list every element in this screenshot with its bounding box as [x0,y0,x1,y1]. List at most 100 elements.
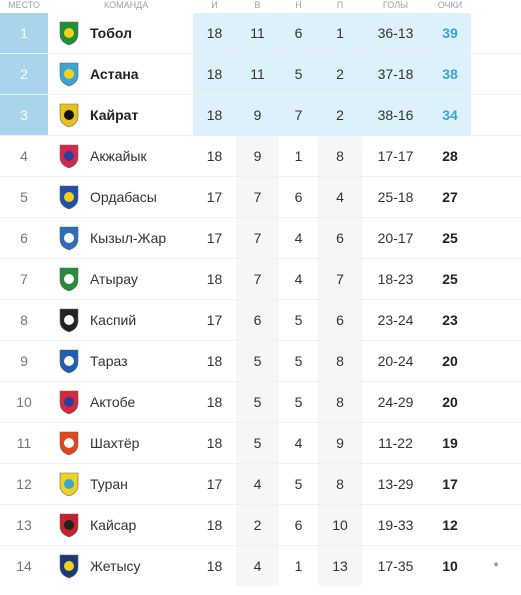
goals-cell: 36-13 [362,13,429,54]
played-cell: 18 [193,53,236,95]
goals-cell: 25-18 [362,176,429,218]
points-cell: 39 [429,13,471,54]
team-cell[interactable]: Тобол [90,13,193,54]
logo-cell [48,13,90,54]
table-row[interactable]: 6 Кызыл-Жар 17 7 4 6 20-17 25 [0,217,521,259]
goals-cell: 11-22 [362,422,429,464]
note-mark [471,94,521,136]
lost-cell: 6 [318,217,362,259]
logo-cell [48,135,90,177]
table-row[interactable]: 5 Ордабасы 17 7 6 4 25-18 27 [0,176,521,218]
table-row[interactable]: 12 Туран 17 4 5 8 13-29 17 [0,463,521,505]
goals-cell: 38-16 [362,94,429,136]
place-cell: 10 [0,381,48,423]
points-cell: 23 [429,299,471,341]
played-cell: 18 [193,258,236,300]
played-cell: 18 [193,135,236,177]
team-cell[interactable]: Каспий [90,299,193,341]
header-extra [471,0,521,13]
team-cell[interactable]: Астана [90,53,193,95]
team-name[interactable]: Ордабасы [90,189,157,205]
team-name[interactable]: Тобол [90,25,132,41]
goals-cell: 20-24 [362,340,429,382]
drawn-cell: 4 [279,217,318,259]
team-cell[interactable]: Кайсар [90,504,193,546]
team-name[interactable]: Актобе [90,394,136,410]
team-name[interactable]: Кайсар [90,517,137,533]
points-cell: 27 [429,176,471,218]
team-cell[interactable]: Кайрат [90,94,193,136]
team-name[interactable]: Кызыл-Жар [90,230,167,246]
lost-cell: 6 [318,299,362,341]
drawn-cell: 6 [279,504,318,546]
table-row[interactable]: 1 Тобол 18 11 6 1 36-13 39 [0,13,521,54]
tobol-logo-icon [59,21,79,46]
table-row[interactable]: 7 Атырау 18 7 4 7 18-23 25 [0,258,521,300]
lost-cell: 10 [318,504,362,546]
goals-cell: 17-35 [377,558,414,574]
team-name[interactable]: Каспий [90,312,137,328]
table-row[interactable]: 8 Каспий 17 6 5 6 23-24 23 [0,299,521,341]
team-name[interactable]: Астана [90,66,139,82]
played-cell: 17 [193,299,236,341]
goals-cell: 24-29 [362,381,429,423]
played-cell: 18 [193,504,236,546]
team-cell[interactable]: Кызыл-Жар [90,217,193,259]
played-cell: 18 [193,94,236,136]
table-row[interactable]: 13 Кайсар 18 2 6 10 19-33 12 [0,504,521,546]
logo-cell [48,53,90,95]
table-row[interactable]: 14 Жетысу 18 4 1 13 17-35 10 * [0,545,521,587]
team-name[interactable]: Атырау [90,271,138,287]
played-cell: 18 [193,13,236,54]
team-cell[interactable]: Туран [90,463,193,505]
table-row[interactable]: 3 Кайрат 18 9 7 2 38-16 34 [0,94,521,136]
drawn-cell: 4 [279,258,318,300]
goals-cell: 37-18 [362,53,429,95]
table-row[interactable]: 11 Шахтёр 18 5 4 9 11-22 19 [0,422,521,464]
logo-cell [48,546,90,587]
lost-cell: 8 [318,135,362,177]
team-cell[interactable]: Жетысу [90,546,193,587]
drawn-cell: 1 [279,135,318,177]
played-cell: 18 [193,381,236,423]
team-cell[interactable]: Тараз [90,340,193,382]
team-cell[interactable]: Атырау [90,258,193,300]
astana-logo-icon [59,62,79,87]
team-cell[interactable]: Акжайык [90,135,193,177]
table-row[interactable]: 2 Астана 18 11 5 2 37-18 38 [0,53,521,95]
place-cell: 8 [0,299,48,341]
logo-cell [48,94,90,136]
team-name[interactable]: Шахтёр [90,435,140,451]
lost-cell: 8 [318,340,362,382]
logo-cell [48,381,90,423]
team-cell[interactable]: Шахтёр [90,422,193,464]
note-mark [471,463,521,505]
logo-cell [48,340,90,382]
table-row[interactable]: 9 Тараз 18 5 5 8 20-24 20 [0,340,521,382]
team-name[interactable]: Тараз [90,353,128,369]
won-cell: 11 [236,13,279,54]
note-mark [471,258,521,300]
team-name[interactable]: Жетысу [90,558,141,574]
header-won: В [254,0,261,10]
table-row[interactable]: 4 Акжайык 18 9 1 8 17-17 28 [0,135,521,177]
won-cell: 11 [236,53,279,95]
header-goals: ГОЛЫ [382,0,409,10]
lost-cell: 7 [318,258,362,300]
place-cell: 14 [16,558,32,574]
team-cell[interactable]: Актобе [90,381,193,423]
points-cell: 19 [429,422,471,464]
kaspiy-logo-icon [59,308,79,333]
team-cell[interactable]: Ордабасы [90,176,193,218]
header-place: МЕСТО [8,0,40,10]
table-body: 1 Тобол 18 11 6 1 36-13 39 2 Астана 18 11 5 2 37-18 38 3… [0,13,521,586]
won-cell: 7 [236,176,279,218]
team-name[interactable]: Кайрат [90,107,139,123]
team-name[interactable]: Акжайык [90,148,147,164]
note-mark [471,504,521,546]
aktobe-logo-icon [59,390,79,415]
table-row[interactable]: 10 Актобе 18 5 5 8 24-29 20 [0,381,521,423]
team-name[interactable]: Туран [90,476,128,492]
goals-cell: 20-17 [362,217,429,259]
goals-cell: 17-17 [362,135,429,177]
